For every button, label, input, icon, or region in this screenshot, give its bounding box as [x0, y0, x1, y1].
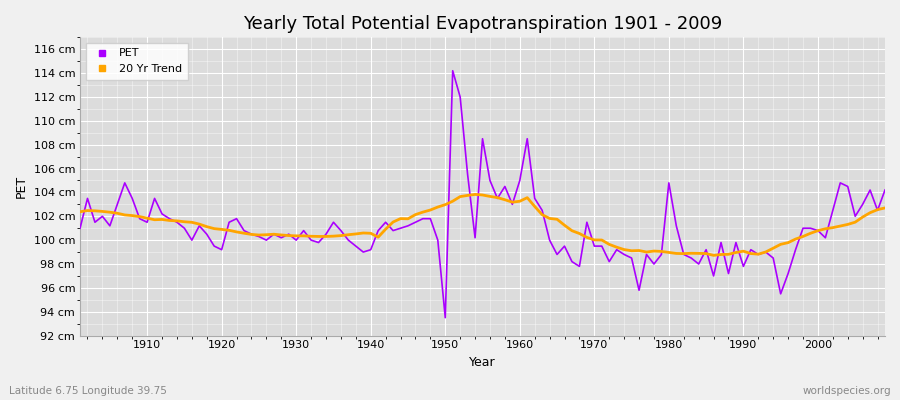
Y-axis label: PET: PET — [15, 175, 28, 198]
20 Yr Trend — [298, 234, 309, 238]
Text: Latitude 6.75 Longitude 39.75: Latitude 6.75 Longitude 39.75 — [9, 386, 166, 396]
20 Yr Trend — [708, 253, 719, 258]
Text: worldspecies.org: worldspecies.org — [803, 386, 891, 396]
20 Yr Trend — [515, 199, 526, 204]
PET — [298, 228, 309, 233]
Line: 20 Yr Trend: 20 Yr Trend — [80, 194, 885, 255]
20 Yr Trend — [75, 209, 86, 214]
20 Yr Trend — [470, 192, 481, 197]
PET — [522, 136, 533, 141]
20 Yr Trend — [343, 232, 354, 237]
Legend: PET, 20 Yr Trend: PET, 20 Yr Trend — [86, 43, 187, 80]
PET — [618, 252, 629, 257]
20 Yr Trend — [522, 195, 533, 200]
X-axis label: Year: Year — [469, 356, 496, 369]
PET — [134, 216, 145, 221]
PET — [343, 238, 354, 242]
PET — [440, 315, 451, 320]
Line: PET: PET — [80, 71, 885, 318]
PET — [879, 188, 890, 192]
20 Yr Trend — [611, 245, 622, 250]
20 Yr Trend — [134, 214, 145, 219]
PET — [529, 196, 540, 201]
PET — [75, 226, 86, 231]
PET — [447, 68, 458, 73]
20 Yr Trend — [879, 206, 890, 210]
Title: Yearly Total Potential Evapotranspiration 1901 - 2009: Yearly Total Potential Evapotranspiratio… — [243, 15, 722, 33]
